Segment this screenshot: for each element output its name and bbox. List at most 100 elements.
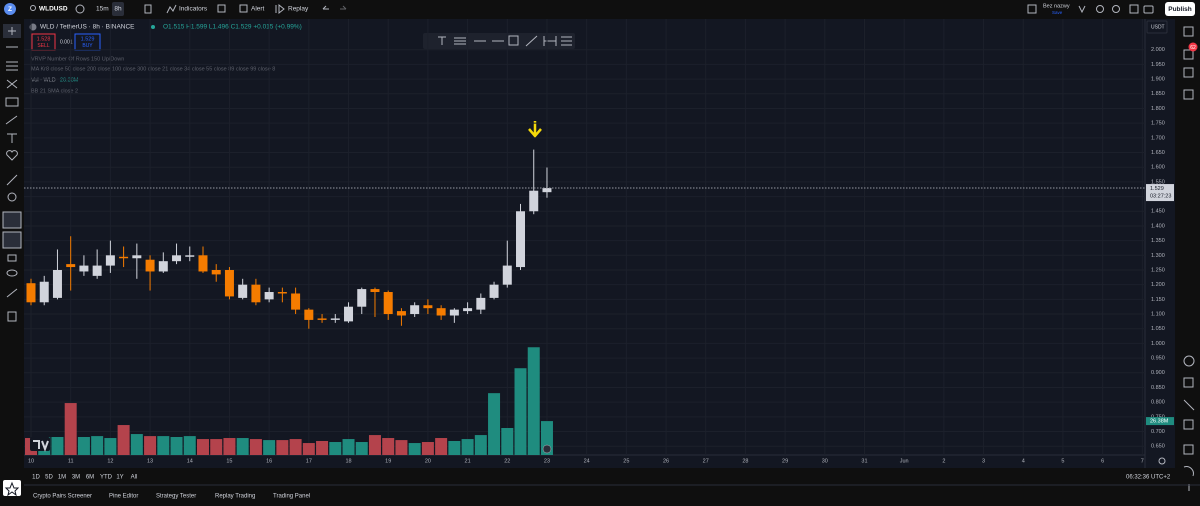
volume-bar (117, 425, 130, 455)
y-tick-label: 1.100 (1151, 311, 1165, 317)
settings[interactable] (1112, 5, 1120, 13)
link-tool[interactable] (6, 288, 18, 298)
add-symbol[interactable] (75, 4, 85, 14)
avatar[interactable] (4, 3, 16, 15)
undo[interactable] (322, 5, 329, 10)
range-button[interactable]: All (131, 475, 138, 481)
currency[interactable]: USDT (1151, 24, 1165, 30)
text-tool[interactable] (7, 133, 17, 143)
text-tool[interactable] (438, 36, 446, 45)
currency-box[interactable] (1146, 20, 1168, 34)
alert-icon[interactable] (239, 4, 248, 13)
interval[interactable]: 15m (96, 6, 109, 13)
quick-search[interactable] (1096, 5, 1104, 13)
indicators-button[interactable]: Indicators (179, 6, 208, 13)
bottom-tab[interactable]: Strategy Tester (156, 494, 196, 500)
bottom-tab[interactable]: Pine Editor (109, 494, 138, 500)
range-button[interactable]: 3M (72, 475, 80, 481)
watchlist-icon[interactable] (1183, 26, 1194, 37)
watchlist-star-bg[interactable] (3, 480, 21, 496)
range-button[interactable]: YTD (100, 475, 113, 481)
data-window-icon[interactable] (1183, 355, 1195, 367)
brush-tool[interactable] (5, 115, 18, 125)
buy-price: 1.529 (81, 36, 95, 42)
range-tool[interactable] (543, 36, 557, 46)
chart-type-icon[interactable] (144, 4, 152, 14)
delete-tool[interactable] (7, 311, 17, 322)
measure-tool[interactable] (6, 174, 18, 186)
fib-tool[interactable] (6, 61, 18, 71)
hide-tool[interactable] (6, 269, 18, 277)
templates-icon[interactable] (217, 4, 226, 13)
dropdown[interactable] (1078, 5, 1086, 14)
chat-icon[interactable] (1183, 419, 1194, 430)
stay-drawing-tool[interactable] (2, 231, 22, 249)
ohlc: O1.515 H1.599 L1.496 C1.529 +0.015 (+0.9… (163, 24, 302, 31)
bottom-tab[interactable]: Crypto Pairs Screener (33, 494, 92, 500)
projection-tool[interactable] (5, 97, 19, 107)
volume-bar (488, 393, 501, 455)
crosshair-tool[interactable] (8, 27, 16, 35)
y-tick-label: 1.900 (1151, 77, 1165, 83)
star-icon[interactable] (4, 481, 20, 497)
x-tick-label: 19 (385, 458, 391, 464)
rect-tool[interactable] (508, 35, 519, 46)
symbol-title: WLD / TetherUS · 8h · BINANCE (40, 24, 135, 31)
snapshot[interactable] (1143, 5, 1154, 14)
y-tick-label: 0.800 (1151, 400, 1165, 406)
layout-icon[interactable] (1027, 4, 1037, 14)
alert-button[interactable]: Alert (251, 6, 265, 13)
trading-icon[interactable] (1183, 444, 1194, 455)
y-tick-label: 1.350 (1151, 238, 1165, 244)
y-tick-label: 1.300 (1151, 253, 1165, 259)
notes-icon[interactable] (1183, 89, 1194, 100)
candle-body (185, 255, 195, 257)
indicators-icon[interactable] (166, 4, 177, 14)
publish-button[interactable]: Publish (1168, 6, 1192, 13)
magnet-tool[interactable] (2, 211, 22, 229)
candle-body (277, 292, 287, 294)
replay-icon[interactable] (275, 3, 285, 15)
pattern-tool[interactable] (6, 79, 18, 89)
trend-tool[interactable] (525, 35, 538, 47)
axis-settings[interactable] (1158, 457, 1166, 465)
indicator-legend: BB 21 SMA close 2 (31, 88, 78, 94)
candle-body (317, 318, 327, 320)
redo[interactable] (340, 5, 347, 10)
publish-bg[interactable] (1165, 2, 1195, 16)
x-tick-label: 30 (822, 458, 828, 464)
candle-body (396, 311, 406, 316)
range-button[interactable]: 5D (45, 475, 53, 481)
layers-icon[interactable] (1183, 67, 1194, 78)
stream-icon[interactable] (1183, 466, 1194, 477)
ideas-icon[interactable] (1183, 399, 1195, 411)
indicator-legend: MA Kr8 close 50 close 200 close 100 clos… (31, 66, 275, 72)
scroll-latest[interactable] (542, 444, 552, 454)
candle-body (198, 255, 208, 272)
countdown: 03:27:23 (1150, 194, 1171, 200)
candle-body (145, 259, 155, 272)
candle-body (251, 284, 261, 303)
symbol[interactable]: WLDUSD (39, 6, 68, 13)
range-button[interactable]: 1M (58, 475, 66, 481)
more-tool[interactable] (561, 36, 572, 46)
zoom-tool[interactable] (7, 192, 17, 202)
replay-button[interactable]: Replay (288, 6, 309, 13)
fullscreen[interactable] (1129, 4, 1139, 14)
layout-name[interactable]: Bez nazwy (1043, 3, 1070, 9)
range-button[interactable]: 6M (86, 475, 94, 481)
left-toolbar (2, 24, 22, 497)
candle-body (26, 283, 36, 303)
lock-tool[interactable] (7, 254, 17, 262)
spread: 0.001 (60, 39, 73, 45)
calendar-icon[interactable] (1183, 377, 1194, 388)
range-button[interactable]: 1Y (116, 475, 123, 481)
bottom-tab[interactable]: Trading Panel (273, 494, 310, 500)
bottom-tab[interactable]: Replay Trading (215, 494, 255, 500)
interval[interactable]: 8h (114, 6, 122, 13)
icon-tool[interactable] (6, 150, 18, 161)
alerts-icon[interactable] (1183, 49, 1194, 60)
fib-tool[interactable] (454, 37, 466, 45)
search-icon[interactable] (30, 5, 36, 11)
range-button[interactable]: 1D (32, 475, 40, 481)
